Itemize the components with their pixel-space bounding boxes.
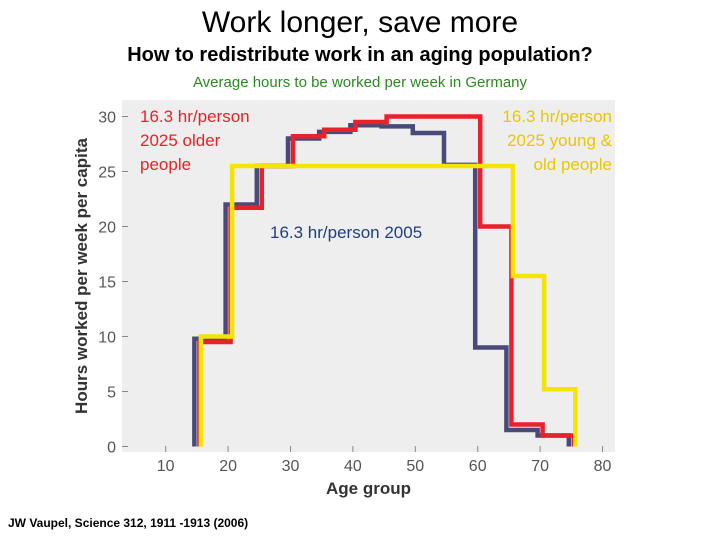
- annotation-2005: 16.3 hr/person 2005: [270, 223, 422, 242]
- y-tick-label: 25: [98, 165, 116, 182]
- annotation-young-line1: 16.3 hr/person: [502, 107, 612, 126]
- x-tick-label: 70: [531, 458, 549, 475]
- series-line-1: [192, 123, 572, 447]
- y-tick-label: 10: [98, 330, 116, 347]
- chart-title: Work longer, save more: [201, 6, 519, 39]
- annotation-older-line3: people: [140, 155, 191, 174]
- x-tick-label: 60: [469, 458, 487, 475]
- x-tick-label: 50: [406, 458, 424, 475]
- series-line-2: [197, 114, 577, 447]
- series-line-3: [198, 163, 578, 447]
- citation: JW Vaupel, Science 312, 1911 -1913 (2006…: [8, 516, 249, 530]
- x-tick-label: 10: [157, 458, 175, 475]
- y-tick-label: 15: [98, 275, 116, 292]
- x-tick-label: 80: [594, 458, 612, 475]
- chart-subtitle: How to redistribute work in an aging pop…: [127, 44, 593, 66]
- chart-caption: Average hours to be worked per week in G…: [192, 74, 528, 91]
- annotation-young-line3: old people: [534, 155, 612, 174]
- x-axis-label: Age group: [326, 479, 411, 498]
- annotation-older-line2: 2025 older: [140, 131, 221, 150]
- y-tick-label: 5: [107, 385, 116, 402]
- annotation-young-line2: 2025 young &: [507, 131, 613, 150]
- y-tick-label: 0: [107, 440, 116, 457]
- y-axis-label: Hours worked per week per capita: [72, 138, 91, 414]
- annotation-older-line1: 16.3 hr/person: [140, 107, 250, 126]
- y-tick-label: 30: [98, 110, 116, 127]
- x-tick-label: 20: [219, 458, 237, 475]
- y-tick-label: 20: [98, 220, 116, 237]
- x-tick-label: 40: [344, 458, 362, 475]
- x-tick-label: 30: [282, 458, 300, 475]
